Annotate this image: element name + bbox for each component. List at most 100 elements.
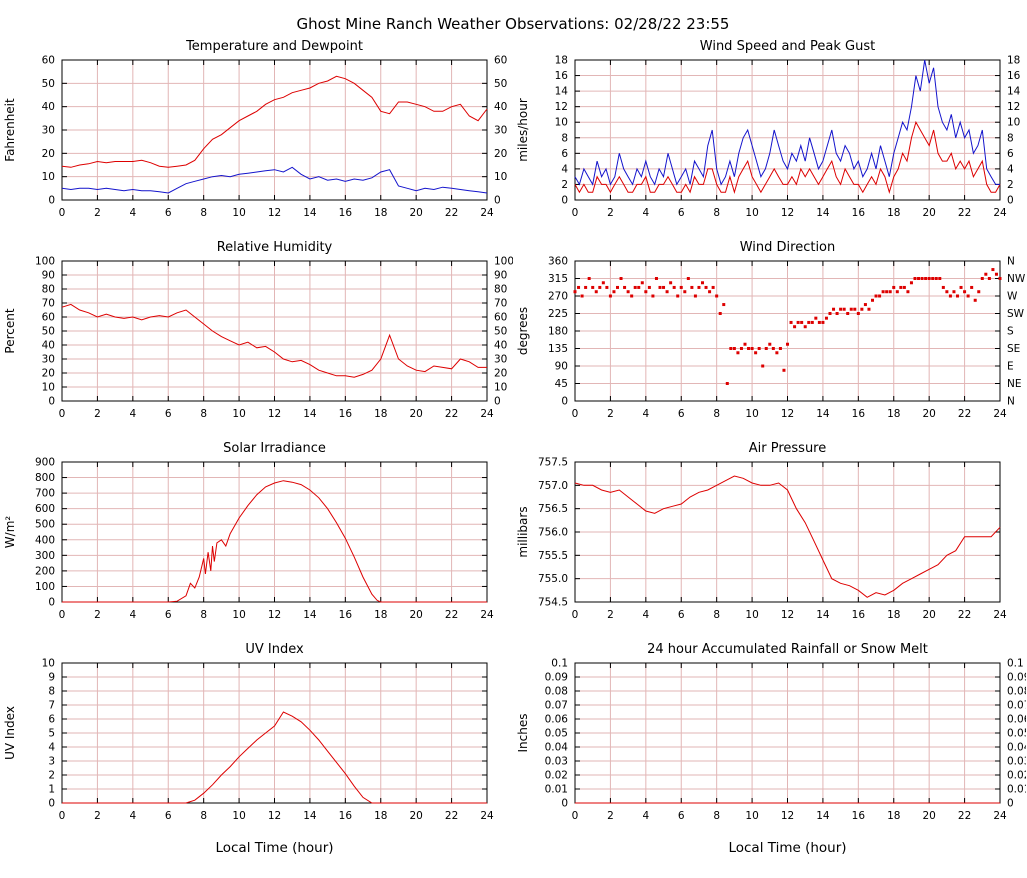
svg-text:2: 2 xyxy=(94,810,101,822)
svg-text:3: 3 xyxy=(48,756,55,768)
svg-text:8: 8 xyxy=(561,132,568,144)
svg-text:40: 40 xyxy=(42,340,55,352)
svg-text:SE: SE xyxy=(1007,343,1020,355)
svg-text:22: 22 xyxy=(445,207,458,219)
svg-text:NW: NW xyxy=(1007,273,1026,285)
svg-text:14: 14 xyxy=(816,810,830,822)
svg-text:10: 10 xyxy=(42,658,55,670)
svg-text:12: 12 xyxy=(268,810,281,822)
svg-text:Wind Direction: Wind Direction xyxy=(740,240,836,255)
svg-text:22: 22 xyxy=(958,408,971,420)
svg-text:12: 12 xyxy=(555,101,568,113)
svg-text:20: 20 xyxy=(42,148,55,160)
svg-text:14: 14 xyxy=(816,408,830,420)
svg-text:22: 22 xyxy=(445,408,458,420)
svg-text:20: 20 xyxy=(409,408,422,420)
svg-text:6: 6 xyxy=(165,408,172,420)
svg-text:0.01: 0.01 xyxy=(1007,784,1026,796)
svg-text:500: 500 xyxy=(35,519,55,531)
svg-text:0.08: 0.08 xyxy=(545,686,568,698)
svg-text:0: 0 xyxy=(572,810,579,822)
svg-text:756.5: 756.5 xyxy=(538,503,568,515)
svg-text:0.08: 0.08 xyxy=(1007,686,1026,698)
svg-text:100: 100 xyxy=(494,256,513,268)
svg-text:18: 18 xyxy=(555,55,568,67)
chart-temperature-and-dewpoint: 0 2 4 6 8 10 12 14 16 18 20 22 24 0 0 10 10 20 20 30 30 40 40 5… xyxy=(0,34,513,235)
svg-text:24: 24 xyxy=(480,207,494,219)
svg-text:0: 0 xyxy=(48,798,55,810)
svg-text:20: 20 xyxy=(42,368,55,380)
svg-text:12: 12 xyxy=(268,408,281,420)
svg-text:0.02: 0.02 xyxy=(1007,770,1026,782)
svg-text:16: 16 xyxy=(852,609,866,621)
chart-solar-irradiance: 0 2 4 6 8 10 12 14 16 18 20 22 24 0 100 200 300 400 500 600… xyxy=(0,436,513,637)
svg-text:10: 10 xyxy=(42,382,55,394)
svg-text:Temperature and Dewpoint: Temperature and Dewpoint xyxy=(185,39,363,54)
svg-text:60: 60 xyxy=(494,55,507,67)
svg-text:N: N xyxy=(1007,256,1015,268)
svg-text:135: 135 xyxy=(548,343,568,355)
svg-text:18: 18 xyxy=(374,408,387,420)
svg-text:18: 18 xyxy=(887,609,900,621)
svg-text:70: 70 xyxy=(42,298,55,310)
svg-text:10: 10 xyxy=(42,171,55,183)
svg-text:20: 20 xyxy=(409,609,422,621)
svg-text:30: 30 xyxy=(42,354,55,366)
svg-text:0.03: 0.03 xyxy=(1007,756,1026,768)
svg-text:0.05: 0.05 xyxy=(545,728,568,740)
svg-text:755.0: 755.0 xyxy=(538,573,568,585)
svg-text:10: 10 xyxy=(232,207,245,219)
svg-text:80: 80 xyxy=(494,284,507,296)
svg-text:50: 50 xyxy=(42,78,55,90)
svg-text:50: 50 xyxy=(42,326,55,338)
svg-text:4: 4 xyxy=(48,742,55,754)
svg-text:90: 90 xyxy=(42,270,55,282)
svg-text:4: 4 xyxy=(1007,163,1014,175)
svg-text:8: 8 xyxy=(1007,132,1014,144)
svg-text:5: 5 xyxy=(48,728,55,740)
svg-text:10: 10 xyxy=(232,408,245,420)
svg-text:6: 6 xyxy=(165,810,172,822)
svg-text:0: 0 xyxy=(572,207,579,219)
svg-text:10: 10 xyxy=(745,207,758,219)
svg-text:Inches: Inches xyxy=(516,714,530,753)
svg-text:16: 16 xyxy=(339,408,353,420)
svg-text:756.0: 756.0 xyxy=(538,527,568,539)
svg-text:0.04: 0.04 xyxy=(545,742,569,754)
svg-text:0: 0 xyxy=(59,408,66,420)
svg-text:6: 6 xyxy=(48,714,55,726)
svg-text:2: 2 xyxy=(94,207,101,219)
svg-text:0: 0 xyxy=(48,396,55,408)
svg-text:14: 14 xyxy=(303,408,317,420)
svg-text:Relative Humidity: Relative Humidity xyxy=(217,240,333,255)
svg-text:10: 10 xyxy=(494,171,507,183)
svg-text:degrees: degrees xyxy=(516,307,530,355)
svg-text:14: 14 xyxy=(555,86,569,98)
plot-rainfall: 024681012141618202224000.010.010.020.020… xyxy=(516,642,1026,856)
svg-text:4: 4 xyxy=(129,207,136,219)
svg-text:0.06: 0.06 xyxy=(545,714,569,726)
svg-text:10: 10 xyxy=(494,382,507,394)
svg-text:10: 10 xyxy=(745,609,758,621)
svg-text:0: 0 xyxy=(48,195,55,207)
svg-text:SW: SW xyxy=(1007,308,1025,320)
svg-text:16: 16 xyxy=(339,207,353,219)
svg-text:0: 0 xyxy=(48,597,55,609)
svg-text:40: 40 xyxy=(494,340,507,352)
chart-uv-index: 0 2 4 6 8 10 12 14 16 18 20 22 24 0 1 2 3 4 5 6 7 8 9 10 UV Inde… xyxy=(0,637,513,859)
svg-text:1: 1 xyxy=(48,784,55,796)
svg-text:24: 24 xyxy=(993,408,1007,420)
svg-text:30: 30 xyxy=(494,354,507,366)
svg-text:S: S xyxy=(1007,326,1014,338)
svg-text:757.5: 757.5 xyxy=(538,457,568,469)
svg-text:Local Time (hour): Local Time (hour) xyxy=(215,840,333,856)
svg-text:14: 14 xyxy=(303,609,317,621)
svg-text:8: 8 xyxy=(200,609,207,621)
svg-text:14: 14 xyxy=(816,207,830,219)
svg-text:270: 270 xyxy=(548,291,568,303)
svg-text:4: 4 xyxy=(561,163,568,175)
svg-text:22: 22 xyxy=(445,810,458,822)
svg-text:20: 20 xyxy=(922,609,935,621)
svg-text:0.09: 0.09 xyxy=(545,672,568,684)
